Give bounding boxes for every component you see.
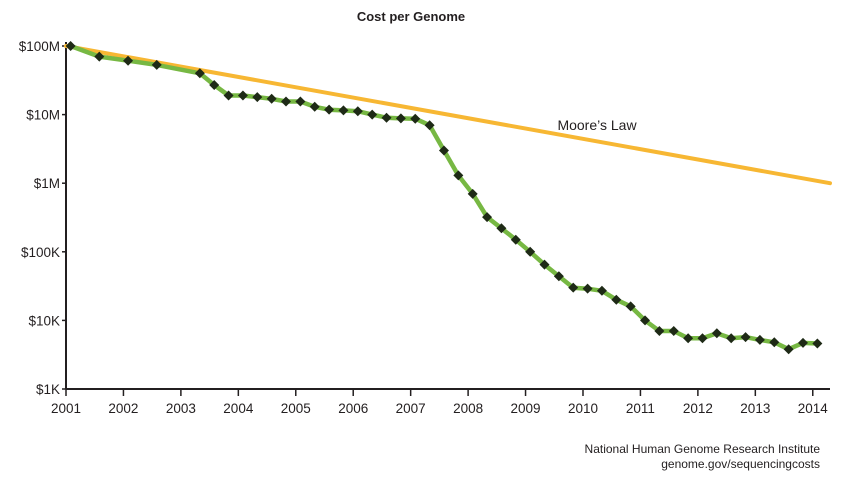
x-tick-label: 2010 xyxy=(568,401,598,416)
x-tick-label: 2011 xyxy=(626,401,655,416)
cost-data-point xyxy=(281,96,292,107)
cost-data-point xyxy=(209,80,220,91)
x-tick-label: 2012 xyxy=(683,401,713,416)
cost-data-point xyxy=(582,283,593,294)
cost-data-point xyxy=(711,328,722,339)
moores-law-line xyxy=(64,44,832,186)
x-tick-label: 2004 xyxy=(223,401,254,416)
y-tick-label: $100K xyxy=(21,245,60,260)
x-tick-label: 2009 xyxy=(511,401,541,416)
cost-data-point xyxy=(596,285,607,296)
cost-data-point xyxy=(625,301,636,312)
cost-data-point xyxy=(295,96,306,107)
y-axis: $1K $10K $100K $1M $10M $100M xyxy=(19,39,67,397)
cost-data-point xyxy=(352,106,363,117)
cost-data-point xyxy=(640,315,651,326)
cost-data-point xyxy=(668,326,679,337)
cost-data-point xyxy=(151,59,162,70)
cost-data-point xyxy=(754,334,765,345)
cost-data-point xyxy=(324,104,335,115)
source-line-1: National Human Genome Research Institute xyxy=(585,442,821,456)
cost-data-point xyxy=(654,326,665,337)
x-tick-label: 2008 xyxy=(453,401,483,416)
cost-data-point xyxy=(496,223,507,234)
cost-data-point xyxy=(525,246,536,257)
chart-title: Cost per Genome xyxy=(357,9,465,24)
cost-data-point xyxy=(367,109,378,120)
x-tick-label: 2001 xyxy=(51,401,81,416)
cost-data-point xyxy=(539,259,550,270)
cost-data-point xyxy=(568,282,579,293)
y-tick-label: $100M xyxy=(19,39,60,54)
cost-data-point xyxy=(94,51,105,62)
cost-data-point xyxy=(798,337,809,348)
cost-data-point xyxy=(223,90,234,101)
cost-data-point xyxy=(123,55,134,66)
cost-data-point xyxy=(726,333,737,344)
y-tick-label: $10K xyxy=(28,313,60,328)
source-line-2: genome.gov/sequencingcosts xyxy=(661,457,820,471)
y-tick-label: $10M xyxy=(26,108,60,123)
cost-data-point xyxy=(482,212,493,223)
moores-law-label: Moore’s Law xyxy=(557,117,637,133)
cost-data-point xyxy=(740,332,751,343)
cost-data-point xyxy=(410,113,421,124)
cost-data-point xyxy=(553,271,564,282)
cost-per-genome-line xyxy=(68,43,820,352)
x-axis: 2001 2002 2003 2004 2005 2006 2007 2008 2009 2010… xyxy=(51,388,830,416)
cost-data-point xyxy=(381,112,392,123)
y-tick-label: $1M xyxy=(34,176,60,191)
cost-data-point xyxy=(65,41,76,51)
x-tick-label: 2005 xyxy=(281,401,311,416)
series-layer xyxy=(64,41,832,355)
x-tick-label: 2003 xyxy=(166,401,196,416)
x-tick-label: 2002 xyxy=(108,401,138,416)
cost-data-point xyxy=(697,333,708,344)
cost-data-point xyxy=(611,294,622,305)
cost-data-point xyxy=(453,170,464,181)
cost-data-point xyxy=(266,93,277,104)
cost-data-point xyxy=(395,113,406,124)
x-tick-label: 2007 xyxy=(396,401,426,416)
x-tick-label: 2013 xyxy=(740,401,770,416)
x-tick-label: 2006 xyxy=(338,401,368,416)
cost-data-point xyxy=(194,68,205,79)
cost-data-point xyxy=(812,338,823,349)
cost-data-point xyxy=(338,105,349,116)
cost-data-point xyxy=(438,145,449,156)
y-tick-label: $1K xyxy=(36,382,60,397)
cost-data-point xyxy=(510,234,521,245)
cost-data-point xyxy=(237,90,248,101)
x-tick-label: 2014 xyxy=(798,401,829,416)
cost-data-point xyxy=(769,337,780,348)
cost-data-point xyxy=(683,333,694,344)
cost-data-point xyxy=(467,188,478,199)
cost-data-point xyxy=(309,101,320,112)
cost-data-point xyxy=(252,92,263,103)
cost-data-point xyxy=(424,120,435,131)
cost-data-point xyxy=(783,344,794,355)
